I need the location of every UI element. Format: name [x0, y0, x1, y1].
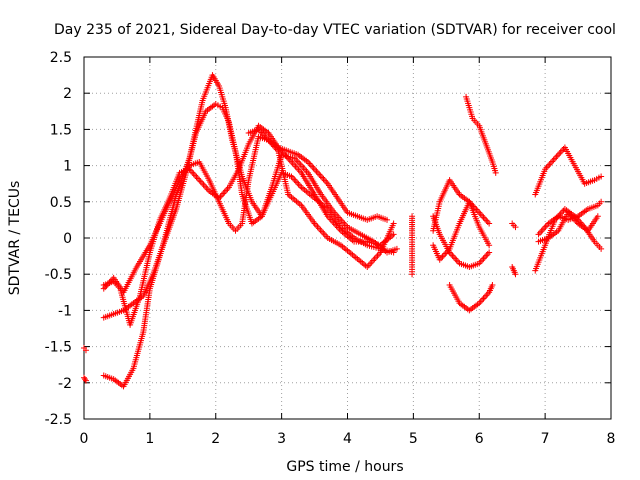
series-trace-10 [430, 177, 493, 234]
y-tick-label: 0.5 [50, 195, 72, 211]
y-tick-label: -2 [58, 376, 72, 392]
data-point-marker [82, 377, 89, 384]
data-point-marker [390, 220, 397, 227]
data-point-marker [489, 282, 496, 289]
series-trace-15 [509, 263, 519, 278]
x-tick-label: 7 [541, 431, 550, 447]
data-point-marker [82, 347, 89, 354]
data-point-marker [512, 224, 519, 231]
x-tick-label: 0 [80, 431, 89, 447]
x-tick-label: 1 [145, 431, 154, 447]
data-point-marker [598, 173, 605, 180]
series-trace-17 [532, 144, 605, 198]
y-tick-label: -2.5 [45, 412, 72, 428]
data-point-marker [390, 231, 397, 238]
data-point-marker [598, 198, 605, 205]
plot-frame [83, 56, 612, 420]
series-trace-9 [430, 213, 493, 270]
x-tick-label: 3 [277, 431, 286, 447]
axis-ticks: 0 1 2 3 4 5 6 7 8 -2.5 -2 -1.5 -1 -0.5 0 0.5 1 1.5 2 2.5 [45, 50, 616, 447]
data-point-marker [512, 271, 519, 278]
x-tick-label: 2 [211, 431, 220, 447]
series-trace-1 [81, 345, 89, 354]
y-axis-label: SDTVAR / TECUs [7, 181, 23, 296]
series-trace-14 [509, 220, 519, 231]
series-trace-11 [430, 198, 493, 263]
data-point-marker [492, 169, 499, 176]
y-tick-label: 2.5 [50, 50, 72, 66]
chart-title: Day 235 of 2021, Sidereal Day-to-day VTE… [54, 22, 616, 38]
y-tick-label: -1.5 [45, 340, 72, 356]
series-trace-8 [409, 213, 416, 278]
data-points [81, 72, 605, 390]
y-tick-label: 1 [63, 159, 72, 175]
data-point-marker [486, 242, 493, 249]
y-tick-label: -0.5 [45, 267, 72, 283]
y-tick-label: 0 [63, 231, 72, 247]
series-trace-7 [245, 126, 391, 223]
x-tick-label: 8 [607, 431, 616, 447]
series-trace-12 [446, 282, 496, 314]
series-trace-6 [100, 133, 397, 296]
data-point-marker [393, 245, 400, 252]
x-tick-label: 4 [343, 431, 352, 447]
series-trace-19 [535, 209, 601, 245]
data-point-marker [486, 220, 493, 227]
y-tick-label: 2 [63, 86, 72, 102]
data-point-marker [594, 213, 601, 220]
y-tick-label: -1 [58, 303, 72, 319]
data-point-marker [81, 376, 88, 383]
data-point-marker [598, 245, 605, 252]
y-tick-label: 1.5 [50, 122, 72, 138]
series-trace-2 [81, 374, 89, 384]
data-point-marker [384, 216, 391, 223]
x-tick-label: 5 [409, 431, 418, 447]
series-trace-13 [463, 93, 499, 176]
x-axis-label: GPS time / hours [286, 459, 403, 475]
x-tick-label: 6 [475, 431, 484, 447]
data-point-marker [486, 249, 493, 256]
data-point-marker [409, 271, 416, 278]
